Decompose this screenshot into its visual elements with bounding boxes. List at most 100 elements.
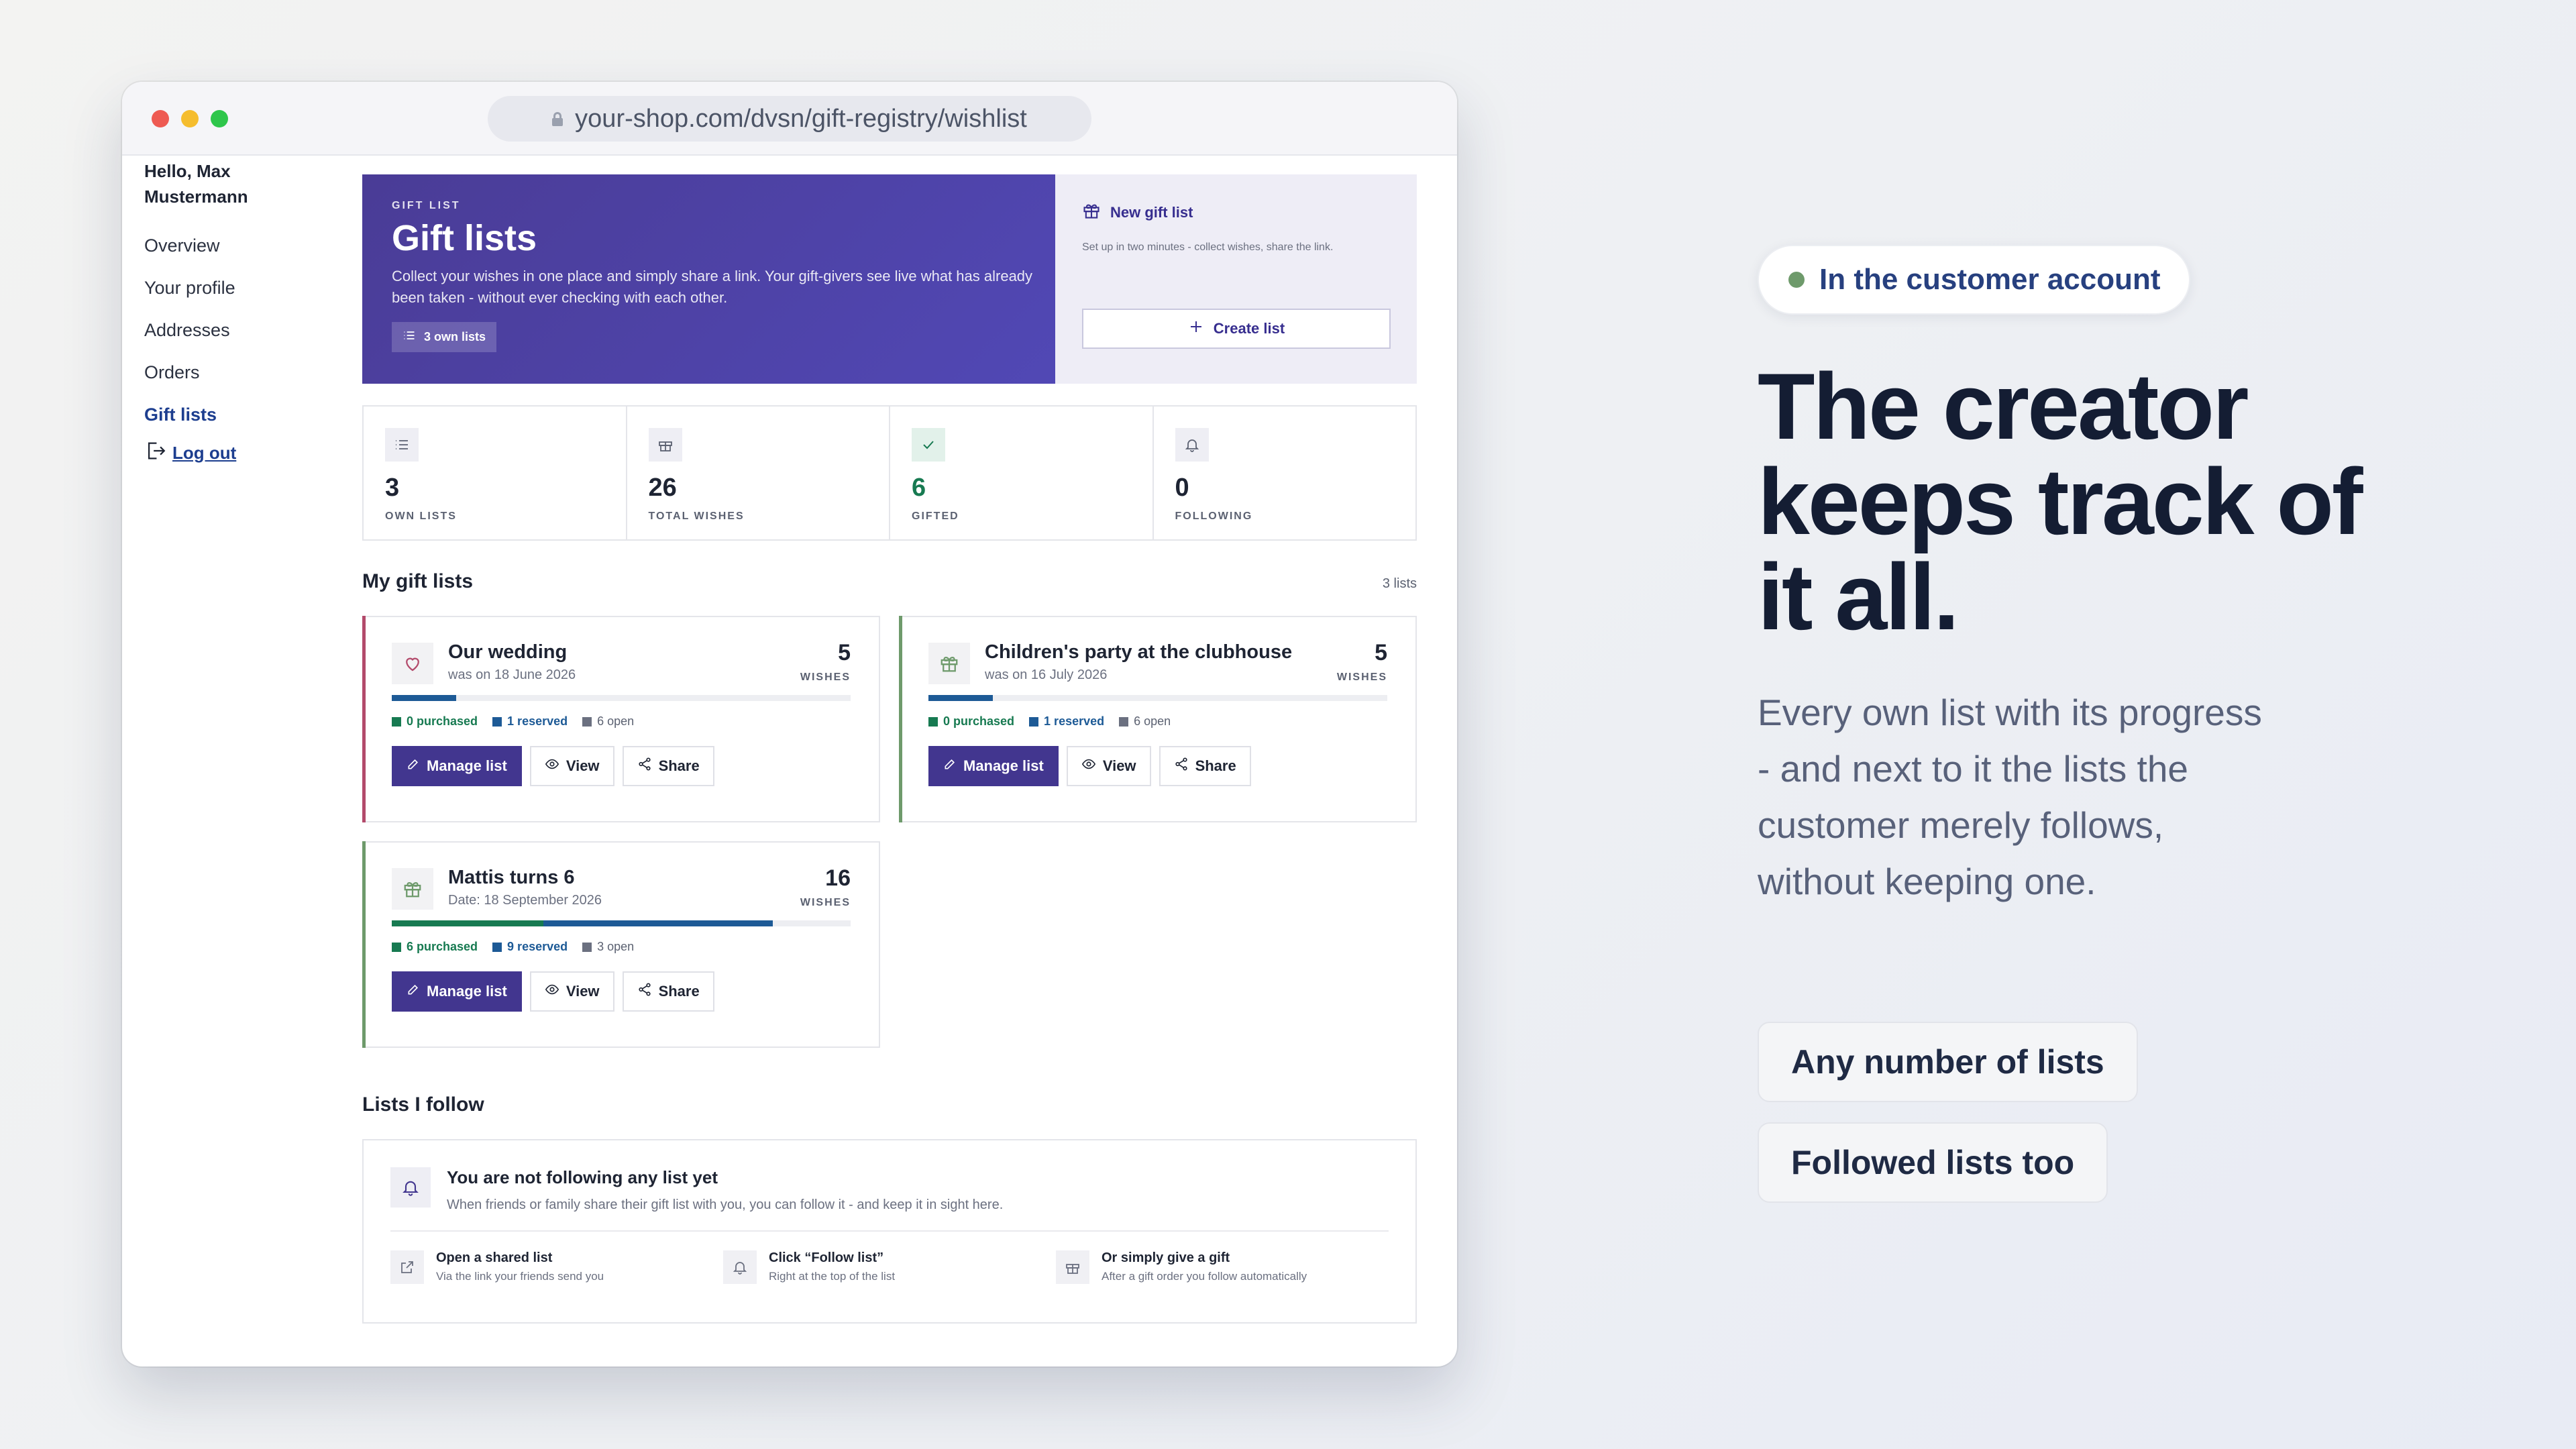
step-text: Or simply give a gift After a gift order… (1102, 1250, 1307, 1284)
reserved-text: 9 reserved (507, 940, 568, 953)
legend-purchased: 0 purchased (392, 714, 478, 729)
browser-window: your-shop.com/dvsn/gift-registry/wishlis… (122, 82, 1457, 1366)
gift-list-card: Mattis turns 6 Date: 18 September 2026 1… (362, 841, 880, 1048)
page-title: Gift lists (392, 218, 537, 258)
wish-count: 5 WISHES (800, 640, 851, 684)
new-list-panel: New gift list Set up in two minutes - co… (1055, 174, 1417, 384)
stat-total-wishes: 26 TOTAL WISHES (627, 407, 890, 539)
view-label: View (566, 757, 600, 774)
sidebar-item-gift-lists[interactable]: Gift lists (144, 405, 217, 425)
my-lists-count: 3 lists (1382, 576, 1417, 591)
step-title: Open a shared list (436, 1250, 553, 1265)
manage-list-button[interactable]: Manage list (392, 746, 522, 786)
wish-count-value: 5 (1375, 640, 1387, 665)
wish-count-value: 16 (825, 865, 851, 891)
manage-list-button[interactable]: Manage list (392, 971, 522, 1012)
close-window-button[interactable] (152, 110, 169, 127)
card-title: Mattis turns 6 (448, 867, 575, 888)
legend-open: 3 open (582, 940, 634, 954)
my-lists-header: My gift lists 3 lists (362, 570, 1417, 593)
sidebar-item-addresses[interactable]: Addresses (144, 320, 230, 340)
gift-list-card: Children's party at the clubhouse was on… (899, 616, 1417, 822)
share-button[interactable]: Share (622, 971, 714, 1012)
step-title: Click “Follow list” (769, 1250, 884, 1265)
progress-bar (392, 920, 851, 926)
legend-purchased: 0 purchased (928, 714, 1014, 729)
my-lists-title: My gift lists (362, 570, 474, 592)
open-text: 6 open (597, 714, 635, 728)
progress-legend: 0 purchased 1 reserved 6 open (928, 714, 1387, 729)
external-link-icon (390, 1250, 424, 1284)
bell-icon (723, 1250, 757, 1284)
manage-list-label: Manage list (427, 757, 507, 774)
following-empty-text: You are not following any list yet When … (447, 1167, 1003, 1213)
heart-icon (392, 643, 433, 684)
create-list-label: Create list (1213, 320, 1285, 337)
open-text: 6 open (1134, 714, 1171, 728)
progress-bar (392, 695, 851, 701)
card-titles: Our wedding was on 18 June 2026 (448, 640, 786, 683)
eye-icon (545, 982, 559, 1001)
view-button[interactable]: View (529, 971, 614, 1012)
maximize-window-button[interactable] (211, 110, 228, 127)
view-button[interactable]: View (529, 746, 614, 786)
stat-label: OWN LISTS (385, 511, 457, 522)
step-desc: Right at the top of the list (769, 1270, 896, 1283)
create-list-button[interactable]: Create list (1082, 309, 1391, 349)
stat-following: 0 FOLLOWING (1154, 407, 1416, 539)
share-label: Share (658, 983, 700, 1000)
lock-icon (552, 112, 564, 126)
progress-reserved (392, 695, 456, 701)
view-label: View (566, 983, 600, 1000)
card-date: was on 18 June 2026 (448, 667, 576, 682)
following-empty-state: You are not following any list yet When … (390, 1167, 1389, 1213)
stat-value: 6 (912, 474, 926, 502)
share-label: Share (658, 757, 700, 774)
share-icon (1174, 757, 1189, 775)
feature-chip-lists: Any number of lists (1758, 1022, 2138, 1102)
hero-intro: GIFT LIST Gift lists Collect your wishes… (362, 174, 1055, 384)
progress-reserved (928, 695, 993, 701)
wish-count: 16 WISHES (800, 865, 851, 909)
gift-icon (648, 428, 682, 462)
stat-value: 26 (648, 474, 677, 502)
step-follow-list: Click “Follow list” Right at the top of … (723, 1250, 1056, 1284)
progress-bar (928, 695, 1387, 701)
sidebar-item-overview[interactable]: Overview (144, 235, 220, 256)
edit-icon (407, 983, 420, 1000)
share-button[interactable]: Share (622, 746, 714, 786)
feature-chip-followed: Followed lists too (1758, 1122, 2108, 1203)
purchased-text: 0 purchased (407, 714, 478, 728)
sidebar-item-orders[interactable]: Orders (144, 362, 200, 382)
wish-count-value: 5 (838, 640, 851, 665)
wish-count-label: WISHES (800, 672, 851, 683)
card-actions: Manage list View Share (392, 746, 851, 786)
new-list-label: New gift list (1110, 204, 1193, 221)
logout-link[interactable]: Log out (144, 439, 359, 467)
own-lists-badge: 3 own lists (392, 322, 497, 352)
progress-reserved (543, 920, 773, 926)
gift-list-card: Our wedding was on 18 June 2026 5 WISHES (362, 616, 880, 822)
address-bar[interactable]: your-shop.com/dvsn/gift-registry/wishlis… (488, 96, 1091, 142)
stat-value: 3 (385, 474, 400, 502)
reserved-text: 1 reserved (1044, 714, 1105, 728)
progress-legend: 6 purchased 9 reserved 3 open (392, 940, 851, 954)
share-button[interactable]: Share (1159, 746, 1251, 786)
gift-icon (1082, 201, 1101, 224)
card-date: was on 16 July 2026 (985, 667, 1108, 682)
card-title: Children's party at the clubhouse (985, 641, 1293, 663)
view-button[interactable]: View (1066, 746, 1151, 786)
follow-steps: Open a shared list Via the link your fri… (390, 1250, 1389, 1284)
new-list-description: Set up in two minutes - collect wishes, … (1082, 241, 1334, 253)
card-header: Mattis turns 6 Date: 18 September 2026 1… (392, 865, 851, 910)
view-label: View (1102, 757, 1136, 774)
hero-banner: GIFT LIST Gift lists Collect your wishes… (362, 174, 1417, 384)
manage-list-button[interactable]: Manage list (928, 746, 1059, 786)
sidebar-item-profile[interactable]: Your profile (144, 278, 235, 298)
logout-icon (144, 439, 167, 467)
share-icon (637, 757, 652, 775)
logout-label: Log out (172, 443, 237, 463)
minimize-window-button[interactable] (181, 110, 199, 127)
step-desc: After a gift order you follow automatica… (1102, 1270, 1307, 1283)
step-text: Open a shared list Via the link your fri… (436, 1250, 604, 1284)
